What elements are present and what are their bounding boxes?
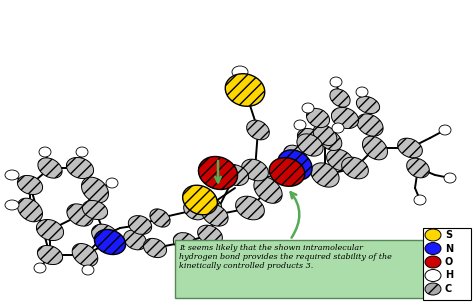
Ellipse shape <box>199 196 222 214</box>
Ellipse shape <box>330 77 342 87</box>
Ellipse shape <box>5 170 19 180</box>
Text: H: H <box>445 271 453 281</box>
Ellipse shape <box>72 243 98 266</box>
Ellipse shape <box>297 134 323 156</box>
Ellipse shape <box>82 265 94 275</box>
Ellipse shape <box>150 209 170 227</box>
Ellipse shape <box>356 96 380 114</box>
Ellipse shape <box>242 159 268 181</box>
Ellipse shape <box>38 158 62 178</box>
Ellipse shape <box>76 147 88 157</box>
Ellipse shape <box>307 108 329 128</box>
Ellipse shape <box>144 238 166 258</box>
Ellipse shape <box>67 204 93 226</box>
Ellipse shape <box>302 103 314 113</box>
Ellipse shape <box>124 230 146 250</box>
Ellipse shape <box>36 220 64 241</box>
Ellipse shape <box>363 136 388 160</box>
FancyBboxPatch shape <box>175 240 453 298</box>
Ellipse shape <box>311 163 339 187</box>
FancyBboxPatch shape <box>423 228 471 300</box>
Ellipse shape <box>331 108 359 129</box>
Ellipse shape <box>425 283 441 295</box>
Ellipse shape <box>332 123 344 133</box>
Ellipse shape <box>246 120 269 140</box>
Ellipse shape <box>283 145 306 165</box>
Ellipse shape <box>425 256 441 268</box>
Ellipse shape <box>5 200 19 210</box>
Ellipse shape <box>342 157 368 179</box>
Ellipse shape <box>94 230 126 255</box>
Ellipse shape <box>199 156 237 190</box>
Ellipse shape <box>356 87 368 97</box>
Ellipse shape <box>173 233 197 251</box>
Ellipse shape <box>214 250 226 260</box>
Ellipse shape <box>444 173 456 183</box>
Ellipse shape <box>82 201 108 220</box>
Text: C: C <box>445 284 452 294</box>
Ellipse shape <box>66 157 93 178</box>
Text: S: S <box>445 230 452 240</box>
Ellipse shape <box>294 120 306 130</box>
Text: N: N <box>445 243 453 253</box>
Ellipse shape <box>236 196 264 220</box>
Ellipse shape <box>128 216 152 234</box>
Ellipse shape <box>318 130 342 150</box>
Ellipse shape <box>202 204 228 226</box>
Text: O: O <box>445 257 453 267</box>
Ellipse shape <box>398 138 422 158</box>
Ellipse shape <box>327 149 354 171</box>
Ellipse shape <box>414 195 426 205</box>
Ellipse shape <box>198 225 222 245</box>
Ellipse shape <box>269 158 305 186</box>
Ellipse shape <box>313 124 337 146</box>
Ellipse shape <box>232 66 248 78</box>
Ellipse shape <box>39 147 51 157</box>
Ellipse shape <box>425 243 441 255</box>
Ellipse shape <box>272 170 284 180</box>
Ellipse shape <box>82 177 109 203</box>
Ellipse shape <box>106 178 118 188</box>
Ellipse shape <box>182 185 218 215</box>
Ellipse shape <box>357 114 383 136</box>
Ellipse shape <box>34 263 46 273</box>
Ellipse shape <box>225 74 265 106</box>
Ellipse shape <box>18 175 43 194</box>
Ellipse shape <box>330 89 350 107</box>
Ellipse shape <box>278 150 312 180</box>
Ellipse shape <box>91 224 118 246</box>
Ellipse shape <box>254 177 282 203</box>
Ellipse shape <box>37 246 63 265</box>
Ellipse shape <box>425 269 441 281</box>
Ellipse shape <box>297 128 323 148</box>
Ellipse shape <box>184 200 206 220</box>
Ellipse shape <box>407 158 429 178</box>
Ellipse shape <box>425 229 441 241</box>
Ellipse shape <box>439 125 451 135</box>
Text: It seems likely that the shown intramolecular
hydrogen bond provides the require: It seems likely that the shown intramole… <box>179 244 392 270</box>
Ellipse shape <box>18 198 43 222</box>
Ellipse shape <box>221 165 248 185</box>
